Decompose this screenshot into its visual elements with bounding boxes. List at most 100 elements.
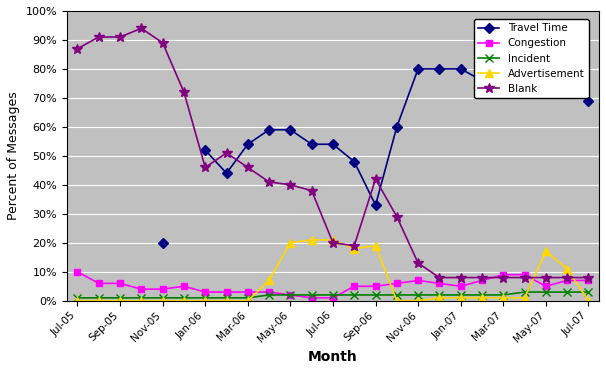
Blank: [244, 165, 251, 170]
Advertisement: [499, 296, 507, 300]
Blank: [138, 26, 145, 30]
Travel Time: [585, 99, 592, 103]
Travel Time: [542, 61, 550, 65]
Incident: [372, 293, 379, 297]
Advertisement: [351, 246, 358, 251]
Incident: [244, 296, 251, 300]
Congestion: [521, 272, 528, 277]
Blank: [116, 35, 124, 39]
Travel Time: [457, 67, 464, 71]
Travel Time: [415, 67, 422, 71]
Advertisement: [372, 243, 379, 248]
Incident: [415, 293, 422, 297]
Advertisement: [138, 299, 145, 303]
Incident: [499, 293, 507, 297]
X-axis label: Month: Month: [308, 350, 358, 364]
Advertisement: [265, 278, 273, 283]
Incident: [223, 296, 230, 300]
Incident: [329, 293, 336, 297]
Legend: Travel Time, Congestion, Incident, Advertisement, Blank: Travel Time, Congestion, Incident, Adver…: [474, 19, 588, 98]
Congestion: [223, 290, 230, 294]
Travel Time: [287, 128, 294, 132]
Travel Time: [393, 125, 401, 129]
Incident: [521, 290, 528, 294]
Congestion: [138, 287, 145, 291]
Advertisement: [585, 299, 592, 303]
Incident: [393, 293, 401, 297]
Travel Time: [478, 78, 485, 83]
Travel Time: [521, 70, 528, 74]
Advertisement: [329, 238, 336, 242]
Incident: [564, 290, 571, 294]
Advertisement: [564, 267, 571, 271]
Congestion: [159, 287, 166, 291]
Incident: [351, 293, 358, 297]
Travel Time: [244, 142, 251, 147]
Advertisement: [478, 296, 485, 300]
Congestion: [265, 290, 273, 294]
Travel Time: [265, 128, 273, 132]
Incident: [265, 293, 273, 297]
Blank: [351, 243, 358, 248]
Blank: [521, 275, 528, 280]
Line: Blank: Blank: [73, 23, 593, 282]
Incident: [181, 296, 188, 300]
Blank: [74, 46, 81, 51]
Travel Time: [308, 142, 315, 147]
Congestion: [181, 284, 188, 289]
Travel Time: [564, 58, 571, 62]
Incident: [287, 293, 294, 297]
Advertisement: [393, 299, 401, 303]
Blank: [181, 90, 188, 94]
Incident: [478, 293, 485, 297]
Congestion: [202, 290, 209, 294]
Incident: [116, 296, 124, 300]
Blank: [202, 165, 209, 170]
Blank: [159, 40, 166, 45]
Advertisement: [202, 299, 209, 303]
Advertisement: [223, 299, 230, 303]
Congestion: [585, 278, 592, 283]
Incident: [74, 296, 81, 300]
Travel Time: [223, 171, 230, 175]
Travel Time: [499, 81, 507, 86]
Advertisement: [542, 249, 550, 254]
Congestion: [393, 281, 401, 286]
Incident: [138, 296, 145, 300]
Advertisement: [436, 296, 443, 300]
Congestion: [287, 293, 294, 297]
Congestion: [478, 278, 485, 283]
Congestion: [74, 270, 81, 274]
Y-axis label: Percent of Messages: Percent of Messages: [7, 92, 20, 220]
Congestion: [372, 284, 379, 289]
Advertisement: [521, 296, 528, 300]
Blank: [499, 275, 507, 280]
Incident: [159, 296, 166, 300]
Congestion: [244, 290, 251, 294]
Congestion: [436, 281, 443, 286]
Advertisement: [181, 299, 188, 303]
Blank: [585, 275, 592, 280]
Congestion: [351, 284, 358, 289]
Blank: [287, 183, 294, 187]
Advertisement: [244, 299, 251, 303]
Travel Time: [436, 67, 443, 71]
Incident: [308, 293, 315, 297]
Line: Travel Time: Travel Time: [159, 57, 592, 246]
Blank: [308, 188, 315, 193]
Advertisement: [415, 299, 422, 303]
Advertisement: [457, 296, 464, 300]
Advertisement: [308, 238, 315, 242]
Line: Congestion: Congestion: [74, 268, 592, 301]
Blank: [372, 177, 379, 181]
Blank: [393, 214, 401, 219]
Blank: [223, 151, 230, 155]
Blank: [457, 275, 464, 280]
Congestion: [457, 284, 464, 289]
Blank: [436, 275, 443, 280]
Congestion: [542, 284, 550, 289]
Congestion: [95, 281, 102, 286]
Incident: [436, 293, 443, 297]
Congestion: [116, 281, 124, 286]
Travel Time: [351, 160, 358, 164]
